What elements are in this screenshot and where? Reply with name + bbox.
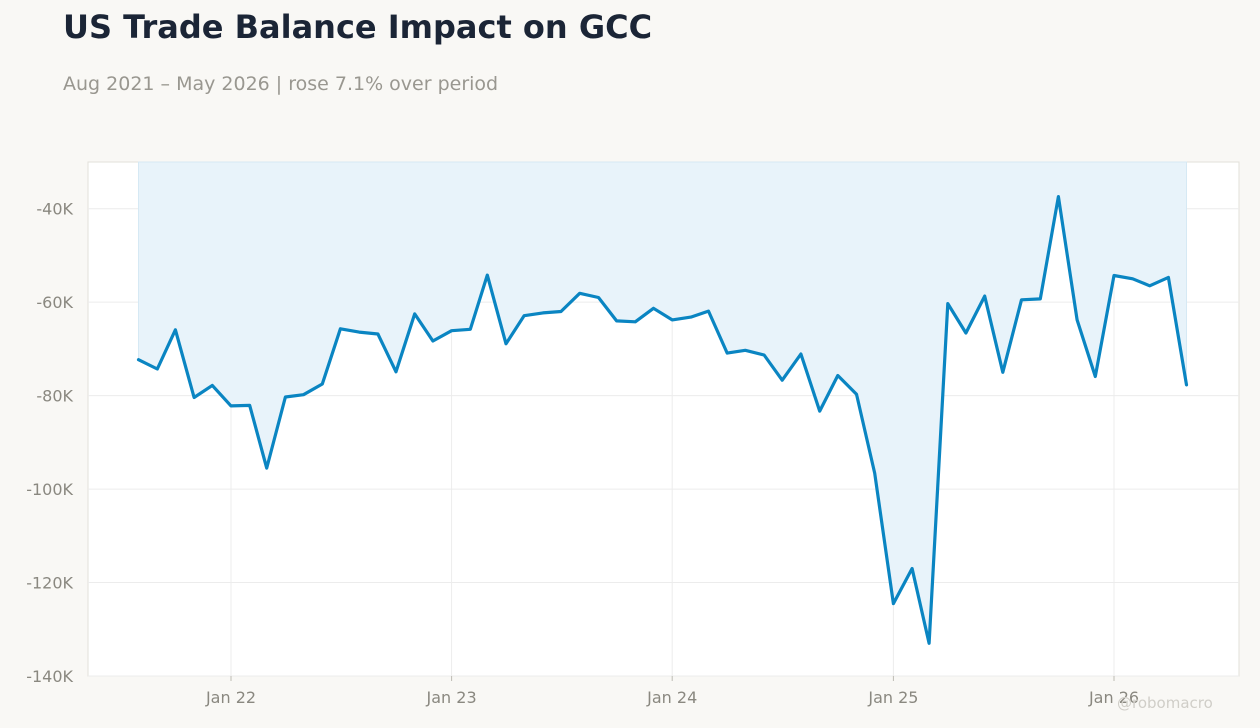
y-tick-label: -120K [26, 574, 73, 593]
y-tick-label: -80K [36, 387, 73, 406]
x-axis-labels: Jan 22 Jan 23 Jan 24 Jan 25 Jan 26 [205, 676, 1139, 707]
x-tick-label: Jan 23 [426, 688, 477, 707]
x-tick-label: Jan 26 [1088, 688, 1139, 707]
series-line [136, 195, 1189, 645]
chart-title: US Trade Balance Impact on GCC [63, 8, 653, 46]
chart-subtitle: Aug 2021 – May 2026 | rose 7.1% over per… [63, 73, 499, 95]
y-axis-labels: -40K -60K -80K -100K -120K -140K [26, 200, 73, 686]
y-tick-label: -40K [36, 200, 73, 219]
watermark: @robomacro [1117, 694, 1213, 712]
y-tick-label: -60K [36, 293, 73, 312]
y-tick-label: -140K [26, 667, 73, 686]
x-tick-label: Jan 25 [867, 688, 918, 707]
y-tick-label: -100K [26, 480, 73, 499]
x-tick-label: Jan 24 [646, 688, 697, 707]
x-tick-label: Jan 22 [205, 688, 256, 707]
